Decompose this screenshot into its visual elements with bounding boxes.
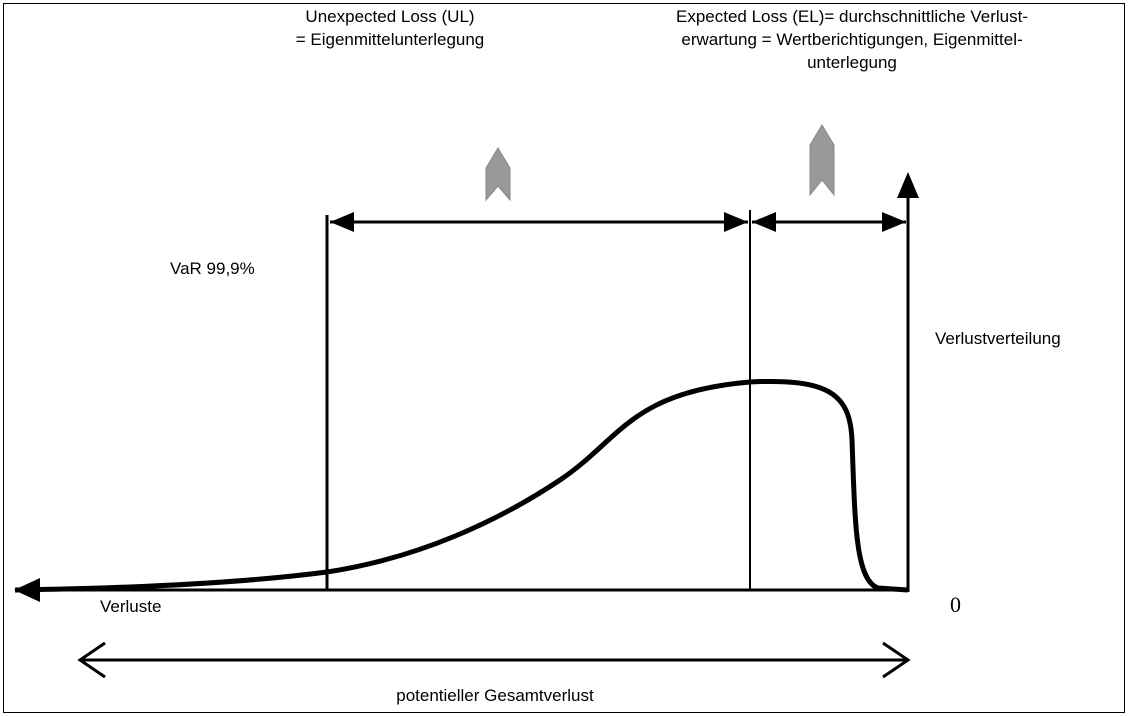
arrowhead	[897, 172, 919, 198]
loss-curve	[14, 378, 909, 593]
arrowhead	[724, 212, 748, 232]
arrowhead	[330, 212, 354, 232]
distribution-label: Verlustverteilung	[935, 329, 1061, 348]
el-label: Expected Loss (EL)= durchschnittliche Ve…	[676, 7, 1028, 26]
frame	[3, 3, 1125, 713]
arrowhead	[752, 212, 776, 232]
ul-label: = Eigenmittelunterlegung	[296, 30, 485, 49]
el-label: erwartung = Wertberichtigungen, Eigenmit…	[681, 30, 1022, 49]
up-arrow	[485, 147, 511, 202]
total-label: potentieller Gesamtverlust	[396, 686, 594, 705]
zero-label: 0	[950, 592, 961, 617]
var-label: VaR 99,9%	[170, 259, 255, 278]
arrowhead	[882, 212, 906, 232]
up-arrow	[809, 124, 835, 197]
ul-label: Unexpected Loss (UL)	[305, 7, 474, 26]
arrowhead	[882, 641, 911, 679]
el-label: unterlegung	[807, 53, 897, 72]
losses-label: Verluste	[100, 597, 161, 616]
